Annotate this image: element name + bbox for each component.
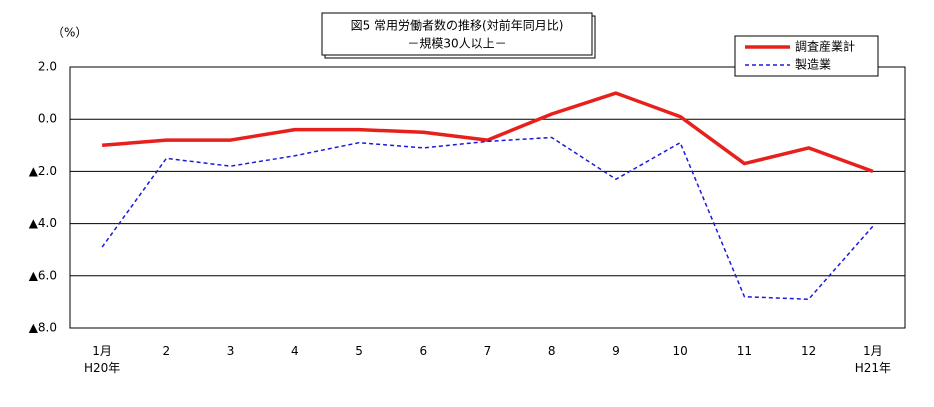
x-tick-label: 1月 H21年 [854,344,892,375]
legend-label: 製造業 [795,58,831,72]
plot-frame [69,66,906,329]
x-tick-label: 3 [226,344,235,358]
legend-label: 調査産業計 [795,39,855,54]
chart-subtitle: －規模30人以上－ [407,36,506,51]
y-tick-label: ▲6.0 [29,268,57,282]
title-box [321,12,593,56]
x-tick-label: 2 [162,344,171,358]
chart-title: 図5 常用労働者数の推移(対前年同月比) [351,18,564,33]
y-tick-label: ▲2.0 [29,164,57,178]
x-tick-label: 1月 H20年 [83,344,121,375]
series-line [101,91,874,174]
y-tick-label: ▲4.0 [29,216,57,230]
x-tick-label: 12 [801,344,817,358]
x-tick-label: 11 [736,344,753,358]
x-tick-label: 4 [290,344,299,358]
y-tick-label: ▲8.0 [29,321,57,335]
y-tick-label: 0.0 [38,112,57,126]
series-line [101,136,874,301]
x-tick-label: 9 [612,344,620,358]
y-tick-label: 2.0 [38,60,57,74]
x-tick-label: 5 [355,344,363,358]
x-tick-label: 6 [419,344,428,358]
y-unit: （%） [52,26,87,40]
x-tick-label: 10 [672,344,688,358]
x-tick-label: 7 [483,344,492,358]
legend-box [734,35,879,77]
x-tick-label: 8 [547,344,556,358]
